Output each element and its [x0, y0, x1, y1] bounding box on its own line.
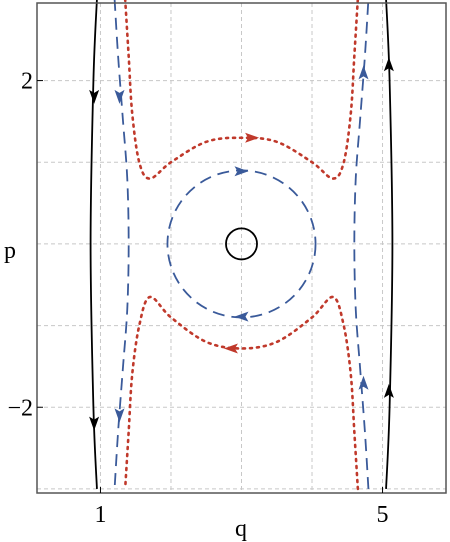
- orbit-curve-3: [353, 0, 370, 489]
- direction-arrow-icon: [358, 65, 369, 80]
- direction-arrow-icon: [245, 132, 260, 143]
- x-tick-label: 5: [377, 502, 389, 528]
- direction-arrow-icon: [383, 383, 394, 398]
- direction-arrow-icon: [234, 166, 249, 177]
- direction-arrow-icon: [358, 375, 369, 390]
- orbit-curve-7: [225, 227, 258, 261]
- direction-arrow-icon: [89, 416, 100, 431]
- orbit-curve-6: [123, 295, 360, 491]
- orbit-curve-5: [123, 0, 360, 180]
- direction-arrow-icon: [234, 311, 249, 322]
- arrow-layer: [89, 57, 394, 431]
- direction-arrow-icon: [223, 343, 238, 354]
- y-tick-label: −2: [7, 395, 33, 421]
- plot-frame: [36, 2, 447, 494]
- x-axis-label: q: [235, 516, 247, 542]
- direction-arrow-icon: [89, 89, 100, 104]
- direction-arrow-icon: [114, 89, 125, 104]
- x-tick-label: 1: [94, 502, 106, 528]
- direction-arrow-icon: [383, 57, 394, 72]
- grid-layer: [37, 3, 446, 493]
- orbit-curve-1: [385, 0, 394, 489]
- tick-layer: 1 5 2 −2: [7, 69, 388, 528]
- y-axis-label: p: [4, 238, 16, 264]
- orbit-curve-2: [113, 0, 130, 489]
- direction-arrow-icon: [114, 408, 125, 423]
- y-tick-label: 2: [21, 69, 33, 95]
- orbit-curve-0: [89, 0, 98, 489]
